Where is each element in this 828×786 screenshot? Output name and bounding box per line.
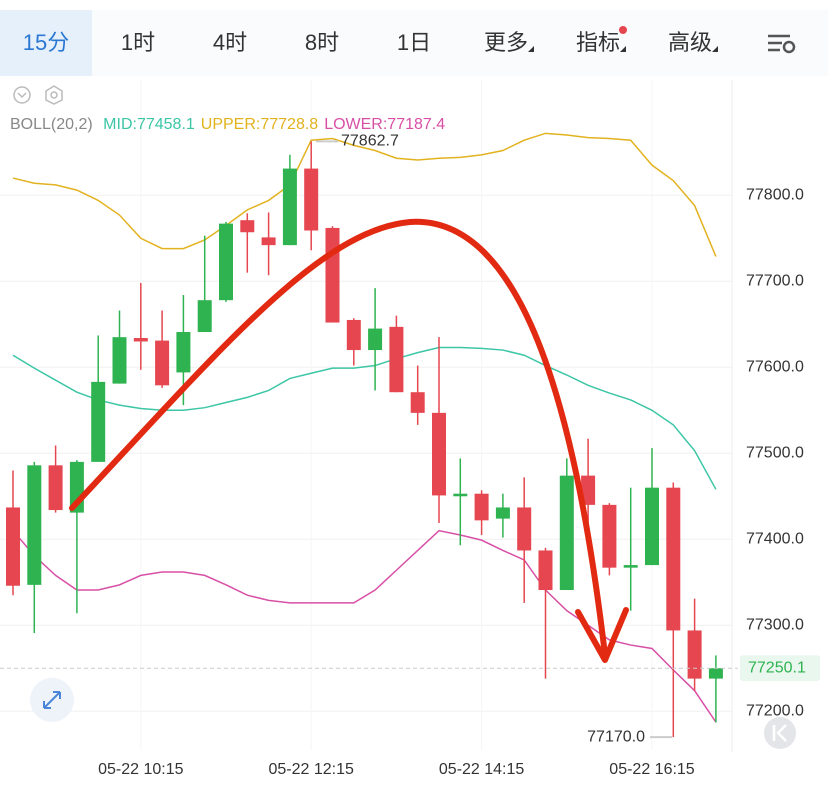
candle-body (112, 337, 127, 384)
candle-body (559, 475, 574, 591)
legend-entry: UPPER:77728.8 (200, 116, 319, 133)
candle-body (6, 507, 20, 586)
candle-body (197, 300, 212, 333)
settings-icon[interactable] (768, 34, 796, 54)
candle-body (176, 332, 191, 373)
candle-body (538, 550, 553, 591)
candle-body (27, 465, 42, 585)
candle-body (240, 220, 255, 233)
y-tick-label: 77500.0 (746, 444, 804, 461)
candle-body (602, 504, 617, 568)
trend-arrow (69, 218, 608, 658)
candle-body (282, 168, 297, 246)
y-tick-label: 77800.0 (746, 186, 804, 203)
tab[interactable]: 指标 (575, 30, 620, 55)
extreme-label: 77862.7 (341, 133, 399, 150)
indicator-name: BOLL(20,2) (10, 116, 93, 133)
scroll-end-button[interactable] (764, 717, 796, 749)
legend-entry: MID:77458.1 (103, 116, 195, 133)
band-line (12, 132, 717, 257)
candle-body (666, 487, 681, 631)
last-price-label: 77250.1 (748, 659, 806, 676)
tab[interactable]: 高级 (667, 30, 712, 55)
candle-body (219, 223, 233, 301)
y-tick-label: 77600.0 (746, 358, 804, 375)
dropdown-caret (712, 46, 718, 52)
candle-body (325, 227, 340, 323)
last-price-box (740, 655, 820, 682)
x-tick-label: 05-22 10:15 (98, 761, 184, 778)
candle-body (708, 668, 723, 679)
candle-body (432, 412, 446, 496)
candle-body (645, 487, 659, 566)
y-tick-label: 77400.0 (746, 530, 804, 547)
candle-body (495, 507, 510, 519)
extreme-label: 77170.0 (587, 728, 645, 745)
arrow-head (575, 607, 629, 663)
tab[interactable]: 更多 (483, 30, 528, 55)
dropdown-caret (528, 46, 534, 52)
plot: 77200.0 77300.0 77400.0 77500.0 77600.0 77700… (0, 80, 820, 778)
tab[interactable]: 8时 (304, 30, 340, 55)
y-tick-label: 77700.0 (746, 272, 804, 289)
candle-body (48, 465, 63, 511)
candle-body (389, 326, 404, 393)
candle-body (410, 392, 425, 413)
y-tick-label: 77200.0 (746, 703, 804, 720)
candle-body (304, 168, 319, 231)
tab[interactable]: 4时 (212, 30, 248, 55)
candle-body (261, 237, 276, 246)
candle-body (155, 340, 170, 386)
candle-body (91, 381, 106, 462)
candle-body (133, 338, 148, 342)
candle-body (581, 475, 596, 505)
tab[interactable]: 1时 (120, 30, 156, 55)
x-tick-label: 05-22 12:15 (268, 761, 354, 778)
tab-icons (528, 26, 796, 54)
tab[interactable]: 15分 (0, 10, 92, 76)
candle-body (623, 565, 638, 568)
tab-bar: 15分 1时 4时 8时 1日 更多 指标 高级 (0, 10, 828, 76)
indicator-icons (13, 85, 63, 105)
tab[interactable]: 1日 (396, 30, 432, 55)
candle-body (346, 319, 361, 351)
expand-button[interactable] (30, 678, 74, 722)
legend-entry: LOWER:77187.4 (324, 116, 446, 133)
y-tick-label: 77300.0 (746, 617, 804, 634)
candle-body (517, 507, 532, 551)
x-tick-label: 05-22 16:15 (609, 761, 695, 778)
candle-body (687, 630, 702, 679)
notice-dot (619, 26, 627, 34)
candle-body (474, 493, 489, 521)
band-line (12, 529, 717, 723)
indicator-legend: BOLL(20,2) MID:77458.1 UPPER:77728.8 LOWER… (10, 116, 451, 134)
dropdown-caret (620, 46, 626, 52)
band-line (12, 346, 717, 490)
candle-body (453, 493, 468, 497)
x-tick-label: 05-22 14:15 (439, 761, 525, 778)
candle-body (368, 328, 383, 351)
